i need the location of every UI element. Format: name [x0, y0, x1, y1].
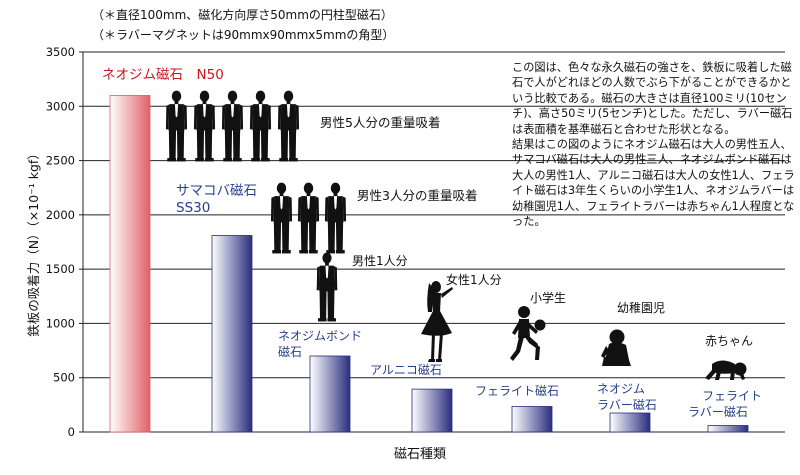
category-label: ネオジムボンド: [278, 329, 362, 343]
description-box: この図は、色々な永久磁石の強さを、鉄板に吸着した磁石で人がどれほどの人数でぶら下…: [512, 60, 796, 229]
category-label: フェライト: [702, 389, 762, 403]
bar: [109, 95, 151, 433]
bar: [609, 412, 651, 433]
category-label: ネオジム: [597, 382, 645, 396]
y-tick-label: 0: [68, 425, 75, 439]
description-paragraph-1: この図は、色々な永久磁石の強さを、鉄板に吸着した磁石で人がどれほどの人数でぶら下…: [512, 61, 793, 136]
category-label: サマコバ磁石: [176, 183, 257, 199]
man-silhouette-icon: [277, 90, 300, 162]
category-label: ネオジム磁石 N50: [102, 67, 224, 83]
man-silhouette-icon: [249, 90, 272, 162]
annotation-baby: 赤ちゃん: [705, 334, 753, 348]
men3-group: [270, 182, 347, 254]
annotation-man1: 男性1人分: [352, 254, 408, 268]
y-tick-label: 500: [53, 371, 75, 385]
annotation-men3: 男性3人分の重量吸着: [357, 188, 477, 203]
bar: [411, 388, 453, 433]
man1-group: [316, 252, 338, 322]
y-tick-label: 1000: [46, 316, 75, 330]
y-tick-label: 2000: [46, 208, 75, 222]
x-axis-label: 磁石種類: [394, 446, 446, 462]
category-label: ラバー磁石: [597, 397, 657, 412]
category-label: 磁石: [278, 344, 302, 359]
man-silhouette-icon: [316, 252, 338, 322]
annotation-kindergartner: 幼稚園児: [617, 301, 665, 315]
annotation-men5: 男性5人分の重量吸着: [320, 115, 440, 130]
child-with-ball-icon: [510, 306, 546, 361]
annotation-schoolchild: 小学生: [530, 290, 566, 305]
man-silhouette-icon: [165, 90, 188, 162]
y-tick-label: 1500: [46, 262, 75, 276]
man-silhouette-icon: [270, 182, 293, 254]
bar: [707, 425, 749, 433]
tick-layer: 0 500 1000 1500 2000 2500 3000 3500: [46, 45, 75, 439]
bar: [511, 406, 553, 433]
category-label: SS30: [176, 200, 210, 216]
y-axis-label: 鉄板の吸着力（N）（×10⁻¹ kgf）: [26, 147, 41, 337]
note-cylinder-magnet: （＊直径100mm、磁化方向厚さ50mmの円柱型磁石）: [92, 8, 393, 22]
y-tick-label: 3500: [46, 45, 75, 59]
men5-group: [165, 90, 300, 162]
man-silhouette-icon: [324, 182, 347, 254]
woman-silhouette-icon: [421, 281, 453, 362]
crawling-baby-icon: [705, 360, 747, 380]
category-label: アルニコ磁石: [370, 362, 442, 377]
man-silhouette-icon: [193, 90, 216, 162]
kindergartner-silhouette-icon: [601, 329, 631, 366]
man-silhouette-icon: [221, 90, 244, 162]
man-silhouette-icon: [297, 182, 320, 254]
y-tick-label: 3000: [46, 99, 75, 113]
bar-layer: [109, 95, 749, 433]
bar: [211, 235, 253, 433]
annotation-woman1: 女性1人分: [446, 272, 502, 287]
description-paragraph-2: 結果はこの図のようにネオジム磁石は大人の男性五人、サマコバ磁石は大人の男性三人、…: [512, 138, 795, 229]
bar: [309, 355, 351, 433]
category-label: ラバー磁石: [688, 404, 748, 419]
y-tick-label: 2500: [46, 154, 75, 168]
category-label: フェライト磁石: [475, 383, 559, 398]
note-rubber-magnet: （＊ラバーマグネットは90mmx90mmx5mmの角型）: [92, 28, 395, 42]
